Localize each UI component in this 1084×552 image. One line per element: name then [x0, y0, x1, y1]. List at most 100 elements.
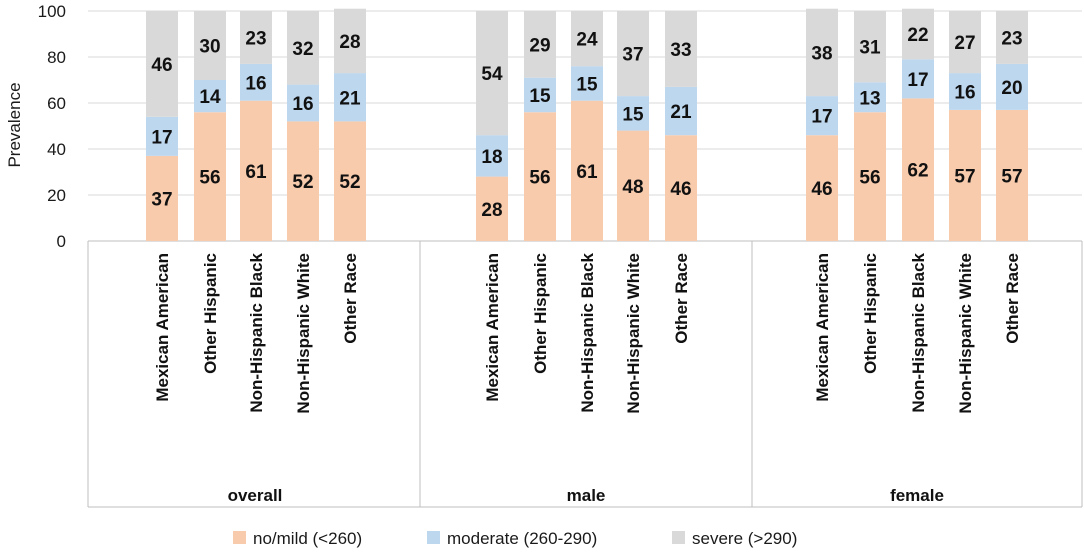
- bar-female-3-series-2: [949, 11, 981, 74]
- legend-swatch-1: [427, 531, 440, 544]
- group-labels: overall male female: [228, 486, 944, 505]
- category-label-overall-3: Non-Hispanic White: [294, 253, 313, 414]
- bar-male-3-series-0: [617, 130, 649, 241]
- bar-male-0-series-0: [476, 176, 508, 241]
- bar-overall-1-series-1: [194, 80, 226, 113]
- bar-female-1-series-2: [854, 11, 886, 83]
- data-label-overall-3-series-2: 32: [292, 39, 313, 60]
- data-label-male-1-series-1: 15: [529, 86, 551, 107]
- category-label-female-4: Other Race: [1003, 253, 1022, 344]
- data-label-male-4-series-1: 21: [670, 102, 692, 123]
- bar-overall-1-series-2: [194, 11, 226, 80]
- data-label-overall-4-series-1: 21: [339, 88, 361, 109]
- bar-male-0-series-2: [476, 11, 508, 136]
- bar-female-3-series-0: [949, 109, 981, 242]
- data-label-male-1-series-2: 29: [529, 35, 550, 56]
- data-label-female-3-series-0: 57: [954, 166, 975, 187]
- category-label-female-2: Non-Hispanic Black: [909, 252, 928, 412]
- category-label-female-3: Non-Hispanic White: [956, 253, 975, 414]
- bar-female-1-series-0: [854, 112, 886, 241]
- data-label-overall-2-series-2: 23: [245, 28, 266, 49]
- bar-male-3-series-2: [617, 11, 649, 97]
- y-tick-label-80: 80: [47, 48, 66, 67]
- category-label-male-0: Mexican American: [483, 253, 502, 402]
- category-labels: Mexican American Other Hispanic Non-Hispan…: [153, 252, 1022, 413]
- bar-overall-3-series-1: [287, 84, 319, 122]
- data-label-male-1-series-0: 56: [529, 168, 550, 189]
- bar-male-4-series-0: [665, 135, 697, 241]
- bar-female-2-series-0: [902, 98, 934, 242]
- legend-label-0: no/mild (<260): [253, 529, 362, 548]
- category-axis-frame: [87, 241, 1083, 508]
- data-label-overall-3-series-0: 52: [292, 172, 313, 193]
- category-label-male-4: Other Race: [672, 253, 691, 344]
- data-label-male-0-series-0: 28: [481, 200, 502, 221]
- y-tick-label-40: 40: [47, 140, 66, 159]
- y-tick-label-20: 20: [47, 186, 66, 205]
- bar-female-0-series-2: [806, 8, 838, 97]
- data-label-female-0-series-1: 17: [811, 107, 832, 128]
- bar-overall-4-series-0: [334, 121, 366, 241]
- data-label-female-0-series-0: 46: [811, 179, 832, 200]
- bar-female-1-series-1: [854, 82, 886, 113]
- legend: no/mild (<260) moderate (260-290) severe (…: [233, 529, 797, 548]
- bar-overall-3-series-0: [287, 121, 319, 241]
- category-label-female-0: Mexican American: [813, 253, 832, 402]
- data-label-overall-2-series-1: 16: [245, 73, 266, 94]
- data-label-overall-0-series-2: 46: [151, 55, 172, 76]
- data-label-overall-1-series-2: 30: [199, 37, 220, 58]
- legend-label-1: moderate (260-290): [447, 529, 597, 548]
- data-label-overall-1-series-0: 56: [199, 168, 220, 189]
- data-label-male-3-series-2: 37: [622, 45, 643, 66]
- bar-overall-4-series-2: [334, 8, 366, 74]
- bar-female-0-series-1: [806, 96, 838, 136]
- data-label-male-3-series-0: 48: [622, 177, 643, 198]
- data-labels: 37 17 46 56 14 30 61 16 23 52 16 32 52 21 28 28 18 54 56 15…: [151, 25, 1022, 221]
- data-label-overall-0-series-0: 37: [151, 189, 172, 210]
- bar-male-1-series-0: [524, 112, 556, 241]
- category-label-female-1: Other Hispanic: [861, 253, 880, 374]
- data-label-female-3-series-2: 27: [954, 33, 975, 54]
- bar-male-2-series-2: [571, 11, 603, 67]
- bar-overall-2-series-0: [240, 100, 272, 241]
- bar-overall-0-series-0: [146, 155, 178, 241]
- bar-female-0-series-0: [806, 135, 838, 241]
- bar-overall-0-series-1: [146, 116, 178, 156]
- data-label-female-4-series-2: 23: [1001, 28, 1022, 49]
- bar-overall-3-series-2: [287, 11, 319, 85]
- data-label-female-3-series-1: 16: [954, 83, 975, 104]
- data-label-overall-4-series-2: 28: [339, 32, 360, 53]
- bar-male-4-series-2: [665, 11, 697, 87]
- data-label-male-2-series-2: 24: [576, 30, 598, 51]
- data-label-male-2-series-0: 61: [576, 162, 598, 183]
- y-axis-ticks: 0 20 40 60 80 100: [38, 2, 66, 251]
- data-label-male-2-series-1: 15: [576, 74, 598, 95]
- category-label-male-3: Non-Hispanic White: [624, 253, 643, 414]
- data-label-female-0-series-2: 38: [811, 43, 832, 64]
- bar-overall-2-series-2: [240, 11, 272, 64]
- bar-female-4-series-2: [996, 11, 1028, 64]
- bar-overall-1-series-0: [194, 112, 226, 241]
- group-label-female: female: [890, 486, 944, 505]
- group-label-overall: overall: [228, 486, 283, 505]
- bar-female-2-series-1: [902, 59, 934, 99]
- bar-male-2-series-1: [571, 66, 603, 101]
- data-label-female-2-series-2: 22: [907, 25, 928, 46]
- data-label-overall-0-series-1: 17: [151, 127, 172, 148]
- data-label-male-4-series-2: 33: [670, 40, 691, 61]
- y-tick-label-100: 100: [38, 2, 66, 21]
- bars: [146, 8, 1028, 242]
- data-label-female-2-series-1: 17: [907, 70, 928, 91]
- y-tick-label-0: 0: [57, 232, 66, 251]
- legend-swatch-0: [233, 531, 246, 544]
- bar-overall-0-series-2: [146, 11, 178, 117]
- data-label-male-0-series-2: 54: [481, 64, 503, 85]
- bar-female-4-series-1: [996, 63, 1028, 110]
- data-label-female-4-series-1: 20: [1001, 78, 1022, 99]
- category-label-overall-4: Other Race: [341, 253, 360, 344]
- data-label-male-4-series-0: 46: [670, 179, 691, 200]
- category-label-male-2: Non-Hispanic Black: [578, 252, 597, 412]
- y-tick-label-60: 60: [47, 94, 66, 113]
- group-label-male: male: [567, 486, 606, 505]
